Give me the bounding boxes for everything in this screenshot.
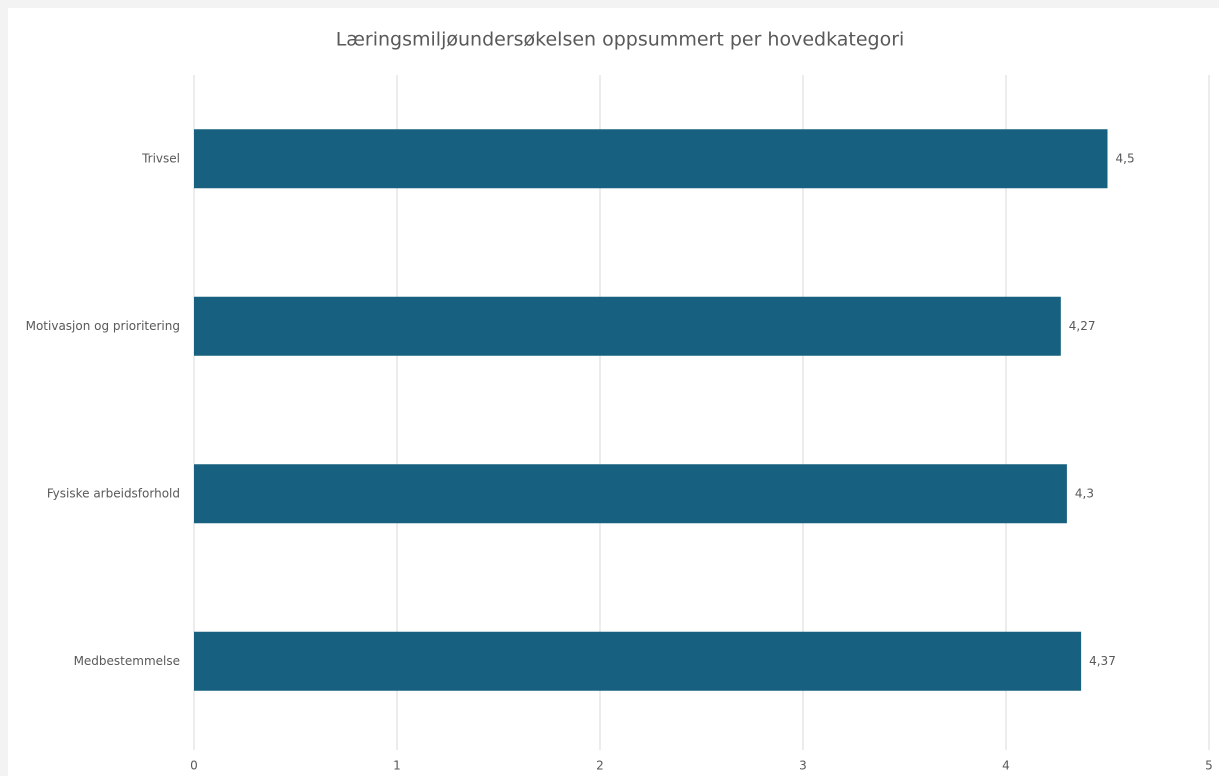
bar — [194, 464, 1067, 524]
chart-title: Læringsmiljøundersøkelsen oppsummert per… — [336, 29, 905, 51]
x-tick-label: 1 — [393, 759, 401, 773]
x-tick-label: 0 — [190, 759, 198, 773]
y-tick-label: Medbestemmelse — [74, 654, 180, 668]
data-label: 4,37 — [1089, 654, 1116, 668]
y-tick-label: Fysiske arbeidsforhold — [47, 486, 180, 500]
x-tick-label: 5 — [1205, 759, 1213, 773]
data-label: 4,5 — [1116, 151, 1135, 165]
bar — [194, 631, 1082, 691]
x-tick-label: 3 — [799, 759, 807, 773]
x-tick-label: 2 — [596, 759, 604, 773]
bar — [194, 129, 1108, 189]
data-label: 4,27 — [1069, 319, 1096, 333]
y-tick-label: Trivsel — [141, 151, 180, 165]
y-tick-label: Motivasjon og prioritering — [26, 319, 180, 333]
data-label: 4,3 — [1075, 486, 1094, 500]
x-tick-label: 4 — [1002, 759, 1010, 773]
bar — [194, 296, 1061, 356]
